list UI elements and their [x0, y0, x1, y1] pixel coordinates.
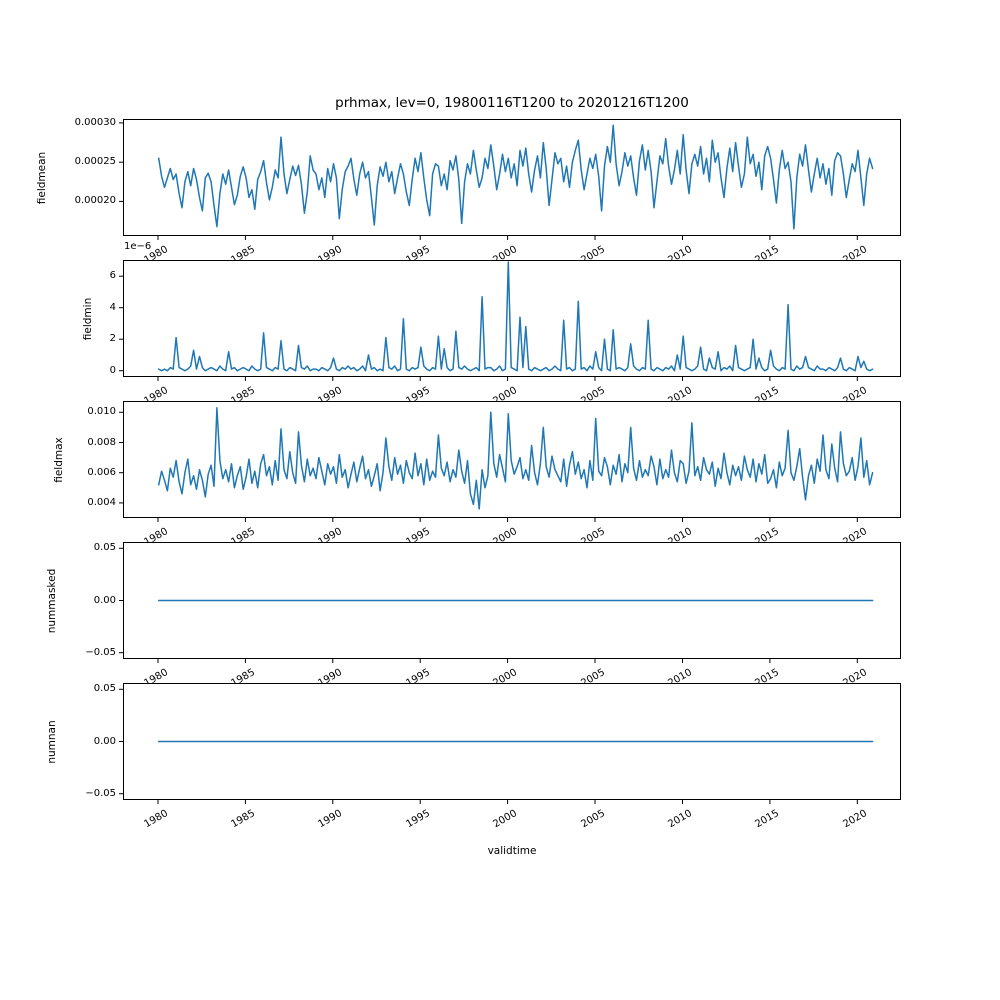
y-axis-label-numnan: numnan — [46, 719, 58, 764]
fieldmin-offset-text: 1e−6 — [124, 241, 152, 252]
y-tick-label: 0.00020 — [74, 195, 116, 207]
axes-frame — [123, 683, 901, 800]
y-tick-label: 0 — [109, 364, 116, 376]
y-tick-label: 0.05 — [93, 542, 116, 554]
chart-title: prhmax, lev=0, 19800116T1200 to 20201216… — [335, 95, 689, 111]
subplot-nummasked — [119, 542, 901, 663]
y-tick-label: 0.006 — [87, 466, 116, 478]
y-axis-label-fieldmin: fieldmin — [82, 297, 94, 340]
x-tick-label: 1985 — [229, 808, 257, 831]
y-tick-label: 6 — [109, 270, 116, 282]
y-tick-label: 4 — [109, 301, 116, 313]
x-tick-label: 2005 — [579, 808, 607, 831]
y-tick-label: 0.008 — [87, 436, 116, 448]
subplot-fieldmax — [119, 401, 901, 522]
x-tick-label: 2020 — [841, 808, 869, 831]
subplot-fieldmean — [119, 119, 901, 240]
y-tick-label: 0.00 — [93, 594, 116, 606]
y-tick-label: −0.05 — [85, 787, 116, 799]
x-tick-label: 1995 — [404, 808, 432, 831]
series-line-fieldmin — [157, 261, 874, 372]
y-axis-label-fieldmax: fieldmax — [53, 436, 65, 483]
axes-frame — [123, 401, 901, 518]
y-tick-label: 0.010 — [87, 406, 116, 418]
series-line-fieldmean — [157, 124, 874, 230]
x-tick-label: 1990 — [316, 808, 345, 831]
y-tick-label: 2 — [109, 333, 116, 345]
y-axis-label-nummasked: nummasked — [46, 568, 58, 633]
x-tick-label: 2010 — [666, 808, 694, 831]
y-tick-label: 0.00 — [93, 735, 116, 747]
y-tick-label: 0.00030 — [74, 116, 116, 128]
subplot-fieldmin — [119, 260, 901, 381]
y-tick-label: 0.05 — [93, 683, 116, 695]
series-line-fieldmax — [157, 407, 874, 510]
y-tick-label: 0.004 — [87, 496, 116, 508]
y-tick-label: 0.00025 — [74, 156, 116, 168]
axes-frame — [123, 260, 901, 377]
x-tick-label: 1980 — [141, 808, 170, 831]
y-tick-label: −0.05 — [85, 646, 116, 658]
axes-frame — [123, 119, 901, 236]
x-axis-label: validtime — [487, 845, 537, 857]
subplot-numnan — [119, 683, 901, 804]
y-axis-label-fieldmean: fieldmean — [36, 151, 48, 204]
x-tick-label: 2000 — [491, 808, 520, 831]
axes-frame — [123, 542, 901, 659]
x-tick-label: 2015 — [753, 808, 782, 831]
